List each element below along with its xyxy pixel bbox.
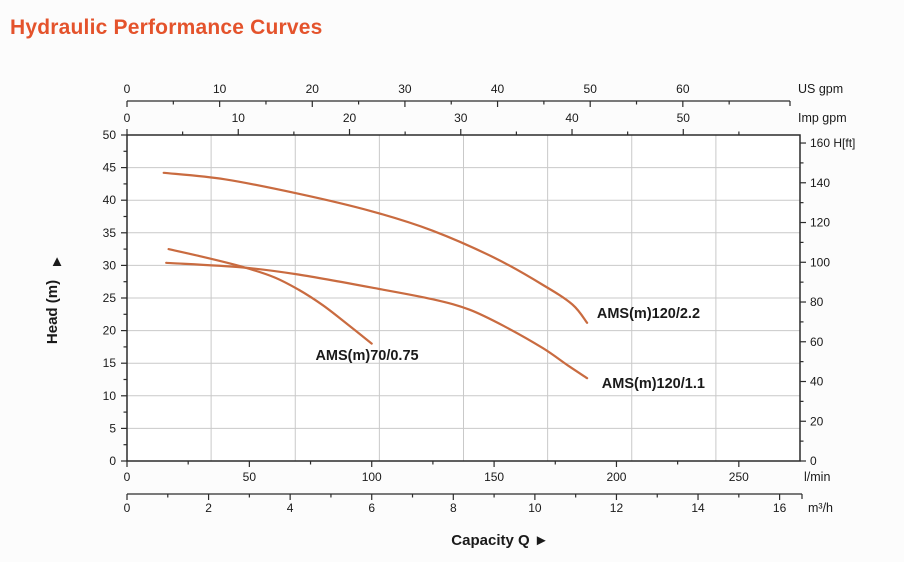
axis-tick-label: 35 xyxy=(103,226,117,240)
axis-tick-label: 5 xyxy=(109,421,116,435)
axis-tick-label: 15 xyxy=(103,356,117,370)
axis-tick-label: 30 xyxy=(398,82,412,96)
axis-tick-label: 8 xyxy=(450,501,457,515)
axis-tick-label: 45 xyxy=(103,161,117,175)
axis-tick-label: 20 xyxy=(103,324,117,338)
curve-ams-m-120-1-1 xyxy=(165,261,589,380)
axis-tick-label: 140 xyxy=(810,176,830,190)
y-axis-title: Head (m) xyxy=(44,280,61,344)
axis-tick-label: 12 xyxy=(610,501,624,515)
axis-tick-label: 0 xyxy=(124,111,131,125)
axis-tick-label: 16 xyxy=(773,501,787,515)
x-axis-m3-h: 0 2 4 6 8 10 12 14 16 m³/h xyxy=(124,493,833,515)
axis-tick-label: 14 xyxy=(691,501,705,515)
axis-tick-label: 40 xyxy=(810,375,824,389)
axis-tick-label: 50 xyxy=(677,111,691,125)
axis-tick-label: 0 xyxy=(109,454,116,468)
x-axis-imp-gpm: 0 10 20 30 40 50 Imp gpm xyxy=(124,111,847,135)
axis-tick-label: 4 xyxy=(287,501,294,515)
x-axis-unit-us-gpm: US gpm xyxy=(798,82,843,96)
axis-tick-label: 50 xyxy=(243,470,257,484)
axis-tick-label: 250 xyxy=(729,470,749,484)
y-axis-head-ft: 0 20 40 60 80 100 120 140 160 H[ft] xyxy=(800,136,855,468)
axis-tick-label: 80 xyxy=(810,295,824,309)
axis-tick-label: 40 xyxy=(103,193,117,207)
axis-tick-label: 100 xyxy=(362,470,382,484)
curve-label-ams-m-120-2-2: AMS(m)120/2.2 xyxy=(597,306,700,322)
x-axis-unit-m3-h: m³/h xyxy=(808,501,833,515)
curve-ams-m-70-0-75 xyxy=(167,248,373,345)
curve-ams-m-120-2-2 xyxy=(162,171,589,324)
axis-tick-label: 30 xyxy=(103,258,117,272)
grid-lines xyxy=(127,135,800,461)
axis-tick-label: 50 xyxy=(584,82,598,96)
axis-tick-label: 100 xyxy=(810,255,830,269)
x-axis-us-gpm: 0 10 20 30 40 50 60 US gpm xyxy=(124,82,843,107)
curve-label-ams-m-120-1-1: AMS(m)120/1.1 xyxy=(602,376,705,392)
x-axis-unit-imp-gpm: Imp gpm xyxy=(798,111,847,125)
axis-tick-label: 30 xyxy=(454,111,468,125)
curve-label-ams-m-70-0-75: AMS(m)70/0.75 xyxy=(315,348,418,364)
axis-tick-label: 200 xyxy=(606,470,626,484)
axis-tick-label: 2 xyxy=(205,501,212,515)
axis-tick-label: 40 xyxy=(565,111,579,125)
axis-tick-label: 10 xyxy=(232,111,246,125)
axis-tick-label: 60 xyxy=(676,82,690,96)
y-axis-head-m: 0 5 10 15 20 25 30 35 40 45 50 xyxy=(103,128,127,468)
axis-tick-label: 50 xyxy=(103,128,117,142)
axis-tick-label: 0 xyxy=(124,82,131,96)
y-axis-up-arrow-icon: ▲ xyxy=(50,253,65,270)
axis-tick-label: 40 xyxy=(491,82,505,96)
axis-tick-label: 0 xyxy=(810,454,817,468)
axis-tick-label: 0 xyxy=(124,501,131,515)
axis-tick-label: 10 xyxy=(528,501,542,515)
axis-tick-label: 0 xyxy=(124,470,131,484)
axis-tick-label: 25 xyxy=(103,291,117,305)
axis-tick-label: 120 xyxy=(810,216,830,230)
axis-tick-label: 6 xyxy=(368,501,375,515)
axis-tick-label: 20 xyxy=(343,111,357,125)
x-axis-title: Capacity Q ► xyxy=(451,532,548,549)
axis-tick-label: 20 xyxy=(810,414,824,428)
axis-tick-label: 10 xyxy=(103,389,117,403)
axis-tick-label: 10 xyxy=(213,82,227,96)
axis-tick-label: 60 xyxy=(810,335,824,349)
page-title: Hydraulic Performance Curves xyxy=(10,16,323,39)
axis-tick-label: 150 xyxy=(484,470,504,484)
axis-tick-label: 20 xyxy=(306,82,320,96)
x-axis-l-min: 0 50 100 150 200 250 l/min xyxy=(124,461,830,484)
axis-tick-label: 160 H[ft] xyxy=(810,136,855,150)
x-axis-unit-l-min: l/min xyxy=(804,470,830,484)
